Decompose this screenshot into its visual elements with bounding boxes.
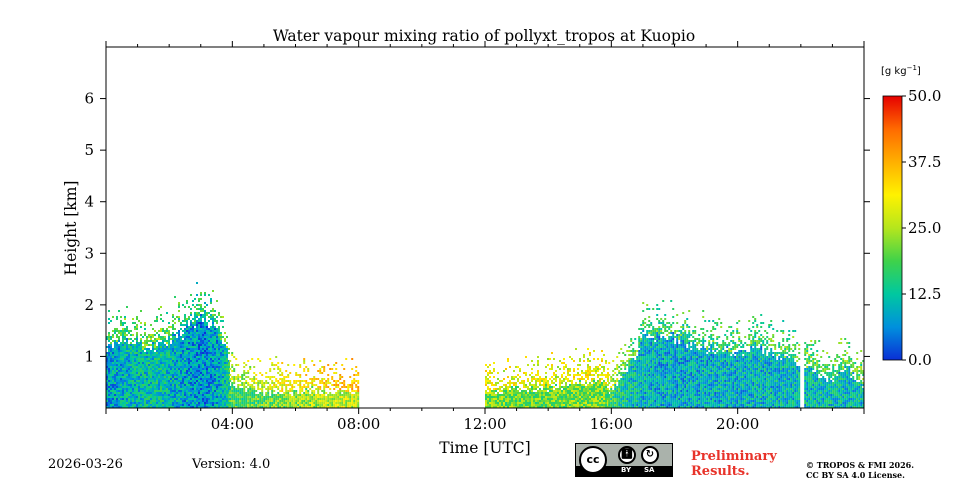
y-tick-label: 1 [84,347,94,365]
cc-license-badge[interactable]: cc 🚹︎ ↻ BY SA [575,443,673,477]
copyright-line-2: CC BY SA 4.0 License. [806,470,905,480]
attribution-icon: 🚹︎ [618,446,636,464]
data-segment-afternoon-mixed-layer [608,300,864,408]
cc-badge-band [576,466,672,476]
data-segment-morning-residual-layer [229,352,360,408]
data-segment-midday-residual-layer [485,348,609,408]
x-tick-label: 20:00 [716,415,759,433]
colorbar-tick-label: 50.0 [908,87,941,105]
chart-title: Water vapour mixing ratio of pollyxt_tro… [273,27,695,45]
license-by-label: BY [621,466,632,474]
colorbar-gradient [882,95,903,361]
colorbar-unit-label: [g kg−1] [881,64,921,77]
x-tick-label: 04:00 [211,415,254,433]
data-segment-early-morning-boundary-layer [106,282,230,408]
preliminary-line-1: Preliminary [691,449,777,464]
y-tick-label: 6 [84,90,94,108]
x-tick-label: 16:00 [590,415,633,433]
version-label: Version: 4.0 [192,457,271,472]
colorbar-tick-label: 12.5 [908,285,941,303]
colorbar-tick-label: 0.0 [908,351,932,369]
plot-area [106,282,864,408]
preliminary-results-note: Preliminary Results. [691,449,777,479]
date-label: 2026-03-26 [48,457,123,472]
x-tick-label: 12:00 [463,415,506,433]
y-tick-label: 2 [84,296,94,314]
colorbar-tick-label: 25.0 [908,219,941,237]
x-axis: 04:00 08:00 12:00 16:00 20:00 [105,41,865,433]
y-tick-label: 3 [84,244,94,262]
colorbar-ticks: 0.0 12.5 25.0 37.5 50.0 [902,87,941,369]
share-alike-icon: ↻ [641,446,659,464]
copyright-line-1: © TROPOS & FMI 2026. [806,460,915,470]
y-axis: 1 2 3 4 5 6 [84,90,870,365]
x-axis-label: Time [UTC] [439,439,530,457]
y-tick-label: 5 [84,141,94,159]
creative-commons-icon: cc [579,446,607,474]
colorbar-tick-label: 37.5 [908,153,941,171]
y-tick-label: 4 [84,193,94,211]
license-sa-label: SA [644,466,655,474]
copyright-note: © TROPOS & FMI 2026. CC BY SA 4.0 Licens… [806,460,914,480]
preliminary-line-2: Results. [691,464,750,479]
x-tick-label: 08:00 [337,415,380,433]
colorbar: [g kg−1] 0.0 12.5 25.0 37.5 50.0 [881,64,941,369]
y-axis-label: Height [km] [62,181,80,276]
